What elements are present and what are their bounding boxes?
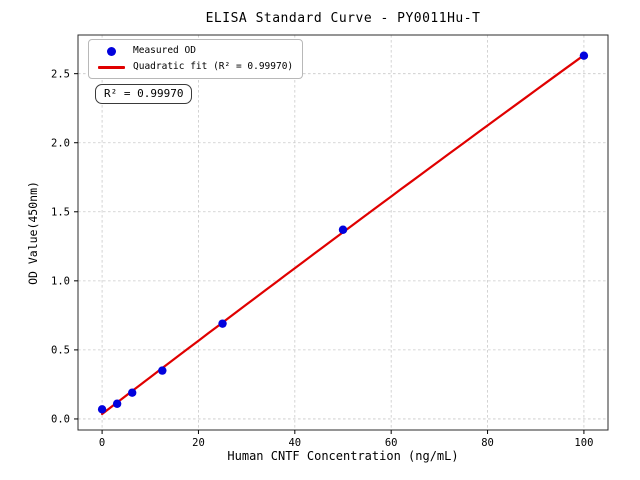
r-squared-annotation: R² = 0.99970: [95, 84, 193, 104]
data-point: [128, 388, 137, 397]
y-tick-label: 1.0: [51, 276, 70, 288]
x-tick-label: 100: [574, 437, 593, 449]
measured-od-dot-icon: [106, 46, 116, 56]
x-tick-label: 0: [99, 437, 105, 449]
x-axis-label: Human CNTF Concentration (ng/mL): [227, 449, 459, 463]
data-point: [97, 405, 107, 414]
legend-label-quadratic-fit: Quadratic fit (R² = 0.99970): [133, 61, 294, 72]
x-tick-label: 40: [288, 437, 301, 449]
y-tick-label: 0.5: [51, 345, 70, 357]
data-point: [338, 225, 348, 234]
quadratic-fit-line: [101, 54, 585, 416]
data-point: [218, 319, 227, 328]
quadratic-fit-line-icon: [97, 65, 125, 69]
axes-frame: [77, 34, 609, 431]
x-tick-label: 60: [385, 437, 398, 449]
data-point: [579, 51, 589, 60]
legend-item-measured-od: Measured OD: [96, 45, 293, 57]
legend-marker-cell: [96, 65, 126, 69]
x-tick-label: 20: [192, 437, 205, 449]
legend-label-measured-od: Measured OD: [133, 45, 196, 56]
legend-item-quadratic-fit: Quadratic fit (R² = 0.99970): [96, 61, 293, 73]
legend-marker-cell: [96, 46, 126, 56]
x-tick-label: 80: [481, 437, 494, 449]
y-tick-label: 2.5: [51, 68, 70, 80]
y-tick-label: 1.5: [51, 206, 70, 218]
chart-title: ELISA Standard Curve - PY0011Hu-T: [205, 11, 481, 26]
data-point: [112, 399, 122, 408]
data-point: [158, 366, 167, 375]
y-axis-label-text: OD Value(450nm): [26, 181, 40, 285]
legend: Measured OD Quadratic fit (R² = 0.99970): [88, 39, 304, 79]
y-tick-label: 0.0: [51, 414, 70, 426]
y-tick-label: 2.0: [51, 137, 70, 149]
